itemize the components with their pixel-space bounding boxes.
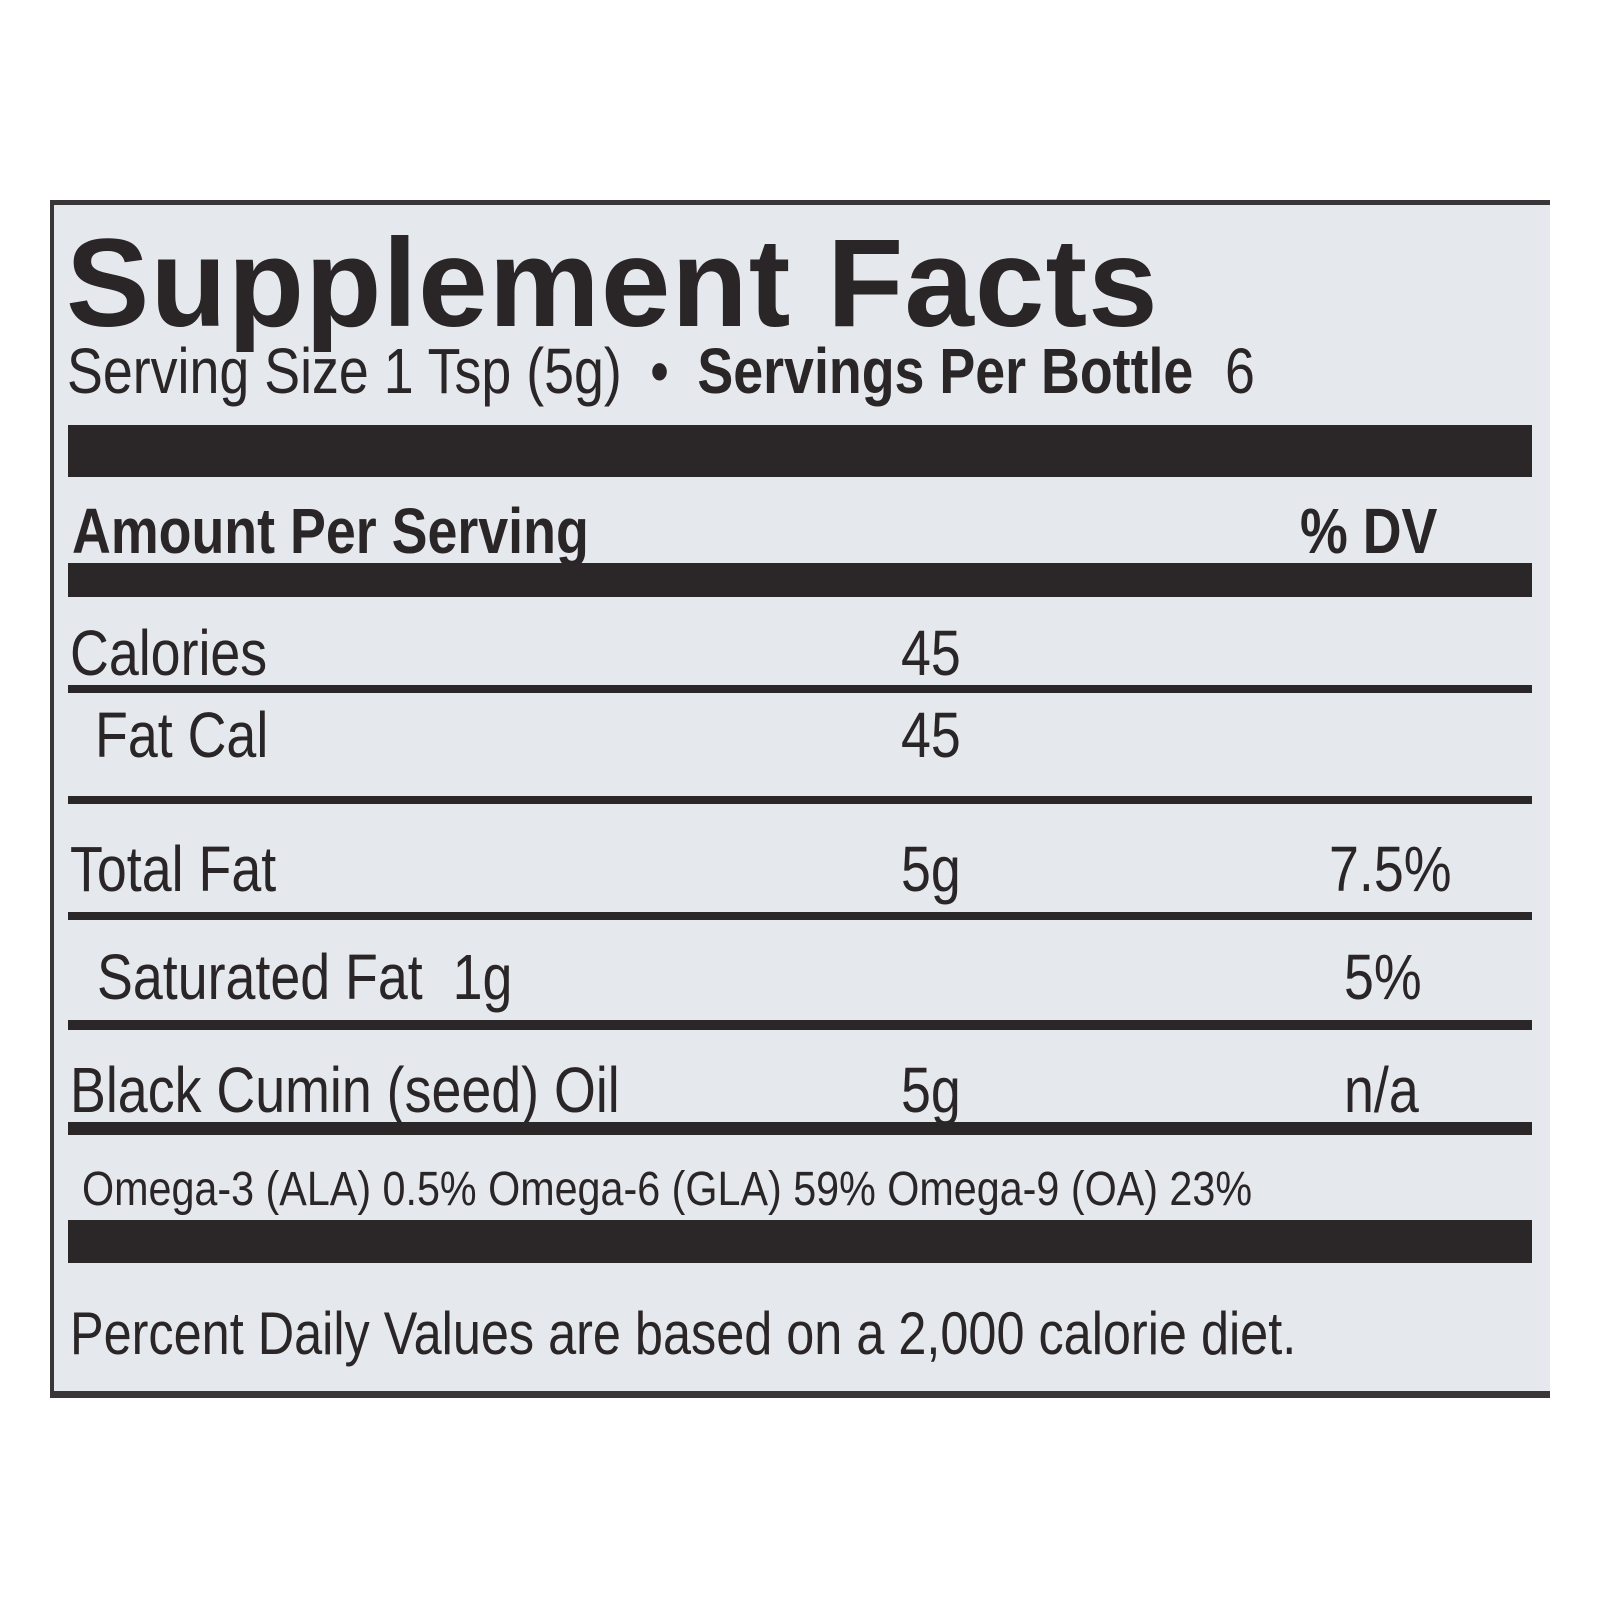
footnote: Percent Daily Values are based on a 2,00… xyxy=(70,1300,1297,1367)
row-black-cumin-dv: n/a xyxy=(1344,1054,1419,1126)
row-fat-cal-name: Fat Cal xyxy=(95,699,269,771)
row-calories-name: Calories xyxy=(70,617,268,689)
row-saturated-fat-dv: 5% xyxy=(1344,941,1422,1013)
dv-header: % DV xyxy=(1300,495,1438,567)
row-saturated-fat-name: Saturated Fat 1g xyxy=(97,941,513,1013)
omega-breakdown: Omega-3 (ALA) 0.5% Omega-6 (GLA) 59% Ome… xyxy=(82,1163,1253,1216)
medium-divider xyxy=(68,563,1532,597)
row-total-fat-amount: 5g xyxy=(901,833,961,905)
divider xyxy=(68,1122,1532,1135)
separator: • xyxy=(650,335,669,407)
divider xyxy=(68,685,1532,693)
divider xyxy=(68,796,1532,804)
divider xyxy=(68,912,1532,920)
divider xyxy=(68,1020,1532,1030)
serving-size: Serving Size 1 Tsp (5g) xyxy=(67,335,622,407)
thick-divider xyxy=(68,1220,1532,1263)
amount-per-serving-header: Amount Per Serving xyxy=(72,495,589,567)
row-calories-amount: 45 xyxy=(901,617,961,689)
row-black-cumin-amount: 5g xyxy=(901,1054,961,1126)
serving-line: Serving Size 1 Tsp (5g) • Servings Per B… xyxy=(67,339,1255,403)
thick-divider xyxy=(68,425,1532,477)
title: Supplement Facts xyxy=(66,214,1159,353)
row-black-cumin-name: Black Cumin (seed) Oil xyxy=(70,1054,620,1126)
servings-per-container-value: 6 xyxy=(1225,335,1255,407)
servings-per-container-label: Servings Per Bottle xyxy=(697,335,1194,407)
row-fat-cal-amount: 45 xyxy=(901,699,961,771)
row-total-fat-name: Total Fat xyxy=(70,833,277,905)
row-total-fat-dv: 7.5% xyxy=(1329,833,1452,905)
